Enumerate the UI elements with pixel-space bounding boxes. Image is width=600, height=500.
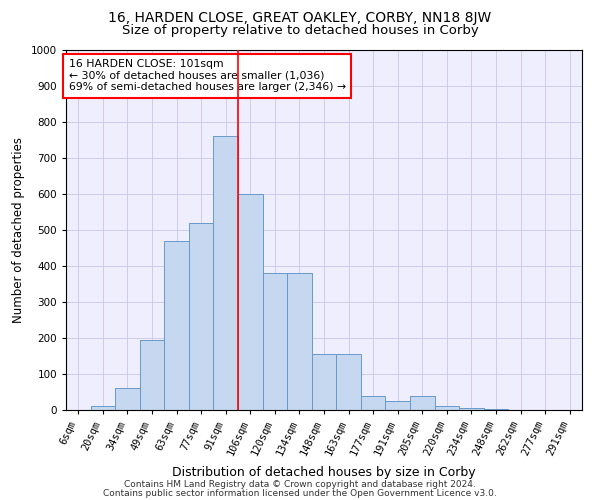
X-axis label: Distribution of detached houses by size in Corby: Distribution of detached houses by size … xyxy=(172,466,476,478)
Text: Contains HM Land Registry data © Crown copyright and database right 2024.: Contains HM Land Registry data © Crown c… xyxy=(124,480,476,489)
Bar xyxy=(361,396,385,410)
Text: 16, HARDEN CLOSE, GREAT OAKLEY, CORBY, NN18 8JW: 16, HARDEN CLOSE, GREAT OAKLEY, CORBY, N… xyxy=(109,11,491,25)
Text: Contains public sector information licensed under the Open Government Licence v3: Contains public sector information licen… xyxy=(103,488,497,498)
Bar xyxy=(91,406,115,410)
Bar xyxy=(189,223,214,410)
Text: 16 HARDEN CLOSE: 101sqm
← 30% of detached houses are smaller (1,036)
69% of semi: 16 HARDEN CLOSE: 101sqm ← 30% of detache… xyxy=(68,59,346,92)
Bar xyxy=(238,194,263,410)
Bar xyxy=(214,136,238,410)
Bar xyxy=(410,396,434,410)
Bar xyxy=(434,406,459,410)
Y-axis label: Number of detached properties: Number of detached properties xyxy=(12,137,25,323)
Bar xyxy=(459,408,484,410)
Bar xyxy=(164,241,189,410)
Bar xyxy=(263,273,287,410)
Bar xyxy=(336,354,361,410)
Text: Size of property relative to detached houses in Corby: Size of property relative to detached ho… xyxy=(122,24,478,37)
Bar xyxy=(140,340,164,410)
Bar xyxy=(312,354,336,410)
Bar xyxy=(115,388,140,410)
Bar xyxy=(385,401,410,410)
Bar xyxy=(287,273,312,410)
